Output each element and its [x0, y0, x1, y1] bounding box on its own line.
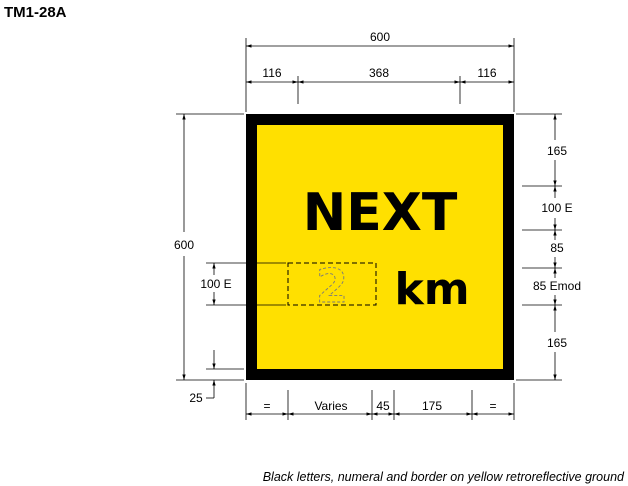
dim-overall-width: 600	[245, 30, 515, 112]
dim-bottom-eq-right-label: =	[489, 399, 496, 413]
numeral-placeholder: 2	[316, 259, 348, 313]
footnote: Black letters, numeral and border on yel…	[263, 470, 625, 484]
dim-bottom-gap-label: 45	[376, 399, 390, 413]
dim-right-top-label: 165	[547, 144, 567, 158]
dim-right-km-label: 85 Emod	[533, 279, 581, 293]
dim-border-right-label: 116	[477, 66, 496, 80]
sign-km-text: km	[394, 264, 469, 315]
dim-overall-width-label: 600	[370, 30, 390, 44]
dim-numeral-height-label: 100 E	[200, 277, 231, 291]
dim-bottom-split: = Varies 45 175 =	[245, 383, 515, 420]
dim-middle-label: 368	[369, 66, 389, 80]
sign-code-title: TM1-28A	[4, 4, 67, 21]
dim-bottom-varies-label: Varies	[314, 399, 347, 413]
sign-panel: NEXT 2 km	[246, 114, 514, 380]
dim-bottom-km-label: 175	[422, 399, 442, 413]
dim-numeral-height: 100 E	[200, 262, 286, 306]
dim-overall-height: 600	[174, 113, 244, 381]
dim-bottom-eq-left-label: =	[263, 399, 270, 413]
dim-right-gap-label: 85	[550, 241, 564, 255]
dim-right-next-label: 100 E	[541, 201, 572, 215]
dim-bottom-offset-label: 25	[189, 391, 203, 405]
dim-right-bottom-label: 165	[547, 336, 567, 350]
dim-border-left-label: 116	[262, 66, 281, 80]
sign-next-text: NEXT	[303, 183, 458, 243]
sign-face	[257, 125, 503, 369]
dim-vertical-split: 165 100 E 85 85 Emod 165	[516, 113, 581, 381]
numeral-box	[287, 262, 377, 306]
dim-overall-height-label: 600	[174, 238, 194, 252]
dim-horizontal-split: 116 368 116	[246, 66, 514, 104]
dim-bottom-offset: 25	[189, 350, 244, 405]
